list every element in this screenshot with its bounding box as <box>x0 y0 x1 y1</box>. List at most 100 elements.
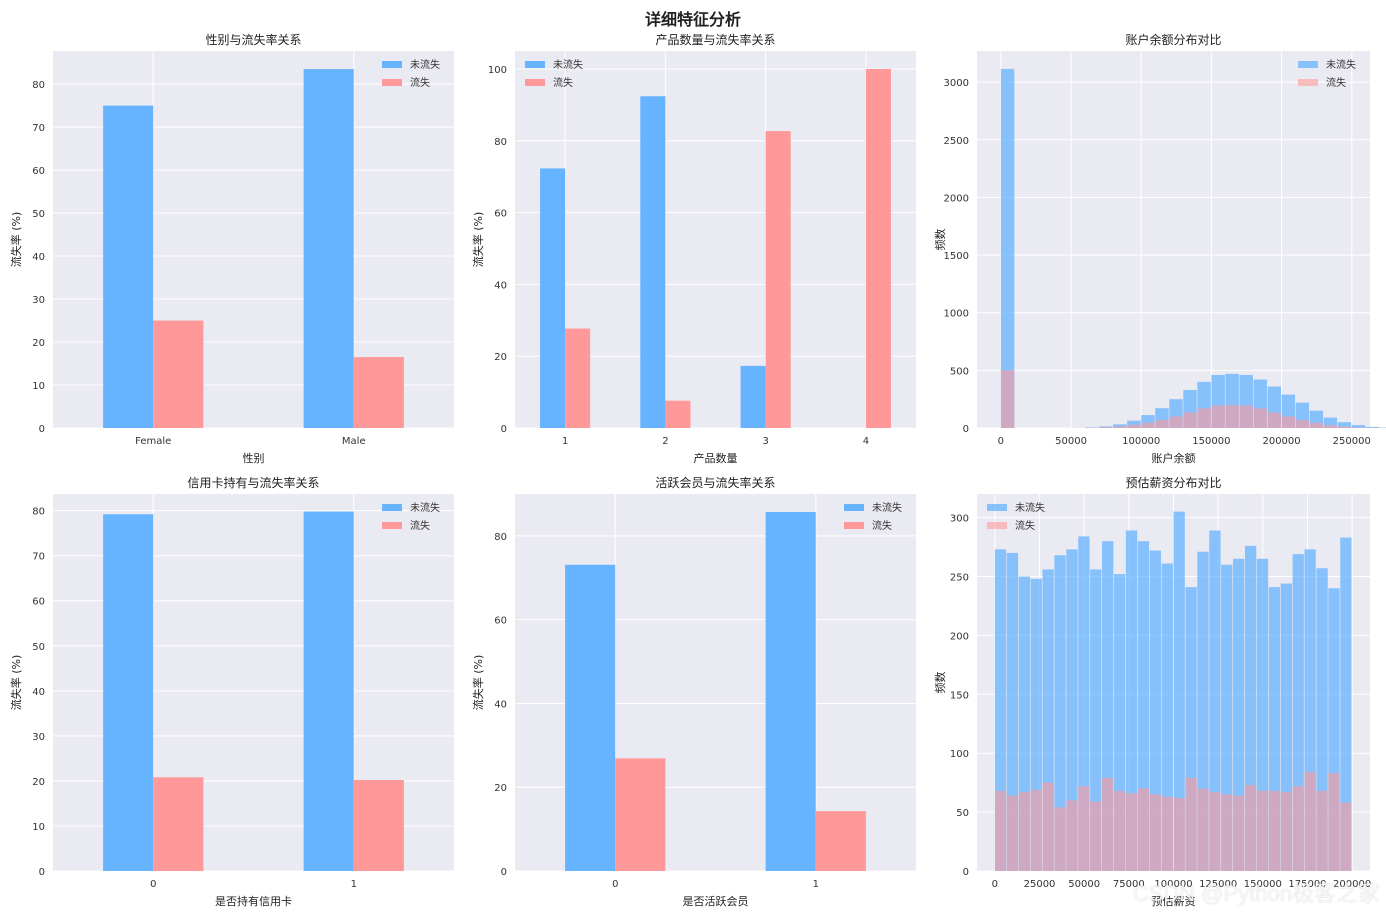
histogram-bar <box>1127 424 1141 428</box>
y-tick-label: 150 <box>950 690 969 701</box>
y-tick-label: 30 <box>32 732 45 743</box>
histogram-bar <box>1239 405 1253 428</box>
subplot-title: 性别与流失率关系 <box>205 32 301 47</box>
bar <box>353 357 404 428</box>
histogram-bar <box>1292 786 1304 871</box>
bar <box>153 777 204 871</box>
histogram-bar <box>1141 422 1155 428</box>
x-tick-label: Male <box>342 436 366 447</box>
histogram-bar <box>1078 536 1090 871</box>
histogram-bar <box>1149 794 1161 871</box>
x-tick-label: 0 <box>612 879 618 890</box>
x-tick-label: 100000 <box>1122 436 1160 447</box>
bar <box>765 131 791 428</box>
histogram-bar <box>1268 587 1281 871</box>
histogram-bar <box>1337 422 1352 428</box>
y-axis-label: 流失率 (%) <box>471 212 485 268</box>
bar <box>865 68 891 428</box>
y-tick-label: 2500 <box>944 136 969 147</box>
y-tick-label: 20 <box>32 777 45 788</box>
histogram-bar <box>1209 530 1221 871</box>
histogram-bar <box>1030 789 1042 871</box>
bar <box>765 512 816 871</box>
y-tick-label: 10 <box>32 822 45 833</box>
histogram-bar <box>1113 790 1126 871</box>
histogram-bar <box>1337 426 1352 428</box>
histogram-bar <box>1209 792 1221 871</box>
legend-label: 未流失 <box>872 501 902 514</box>
x-tick-label: Female <box>135 436 171 447</box>
histogram-bar <box>1137 541 1150 871</box>
subplot-title: 产品数量与流失率关系 <box>655 32 775 47</box>
y-tick-label: 500 <box>950 366 969 377</box>
subplot-title: 活跃会员与流失率关系 <box>655 475 775 490</box>
bar <box>153 320 204 428</box>
histogram-bar <box>1256 790 1269 871</box>
histogram-bar <box>1161 563 1173 871</box>
bar <box>565 328 591 428</box>
histogram-bar <box>1125 793 1138 871</box>
histogram-bar <box>1304 772 1316 871</box>
histogram-bar <box>1054 555 1066 871</box>
legend-label: 未流失 <box>410 58 440 71</box>
x-tick-label: 1 <box>562 436 568 447</box>
histogram-bar <box>1267 412 1281 428</box>
bar <box>640 96 666 429</box>
bar <box>740 365 766 428</box>
bar <box>665 400 691 428</box>
y-tick-label: 1000 <box>944 309 969 320</box>
x-axis-label: 账户余额 <box>1152 451 1196 465</box>
histogram-bar <box>1042 569 1054 871</box>
x-tick-label: 250000 <box>1333 436 1371 447</box>
x-tick-label: 150000 <box>1244 879 1282 890</box>
subplot-title: 信用卡持有与流失率关系 <box>187 475 319 490</box>
legend-swatch-not-churn <box>382 61 402 68</box>
legend-swatch-not-churn <box>382 504 402 511</box>
histogram-bar <box>1323 417 1338 428</box>
histogram-bar <box>1090 801 1102 871</box>
histogram-bar <box>1183 412 1197 428</box>
y-tick-label: 0 <box>39 867 45 878</box>
histogram-bar <box>1042 782 1054 871</box>
histogram-bar <box>1113 574 1126 871</box>
histogram-bar <box>1340 802 1352 871</box>
histogram-bar <box>1066 549 1078 871</box>
histogram-bar <box>1323 425 1338 428</box>
bar <box>565 564 616 871</box>
histogram-bar <box>1185 777 1197 871</box>
subplot-3: 0 500 1000 1500 2000 2500 3000 0 50000 100000 1500… <box>933 32 1386 465</box>
legend-swatch-not-churn <box>844 504 864 511</box>
histogram-bar <box>1221 794 1233 871</box>
histogram-bar <box>1304 549 1316 871</box>
x-axis-label: 预估薪资 <box>1152 895 1196 908</box>
histogram-bar <box>1127 420 1141 428</box>
legend-swatch-not-churn <box>987 504 1007 511</box>
y-tick-label: 70 <box>32 552 45 563</box>
legend-swatch-churn <box>1298 79 1318 86</box>
histogram-bar <box>1078 786 1090 871</box>
y-tick-label: 0 <box>501 424 507 435</box>
legend-swatch-churn <box>525 79 545 86</box>
x-tick-label: 125000 <box>1199 879 1237 890</box>
y-tick-label: 60 <box>32 166 45 177</box>
histogram-bar <box>1099 427 1113 428</box>
x-tick-label: 200000 <box>1333 879 1371 890</box>
histogram-bar <box>1000 68 1015 429</box>
y-tick-label: 200 <box>950 631 969 642</box>
histogram-bar <box>1351 425 1366 428</box>
histogram-bar <box>1268 790 1281 871</box>
y-tick-label: 0 <box>39 424 45 435</box>
bar <box>303 69 354 428</box>
y-tick-label: 250 <box>950 572 969 583</box>
histogram-bar <box>1365 426 1380 428</box>
histogram-bar <box>1149 550 1161 871</box>
y-tick-label: 3000 <box>944 78 969 89</box>
histogram-bar <box>1102 777 1114 871</box>
histogram-bar <box>1295 419 1310 428</box>
histogram-bar <box>994 549 1007 871</box>
